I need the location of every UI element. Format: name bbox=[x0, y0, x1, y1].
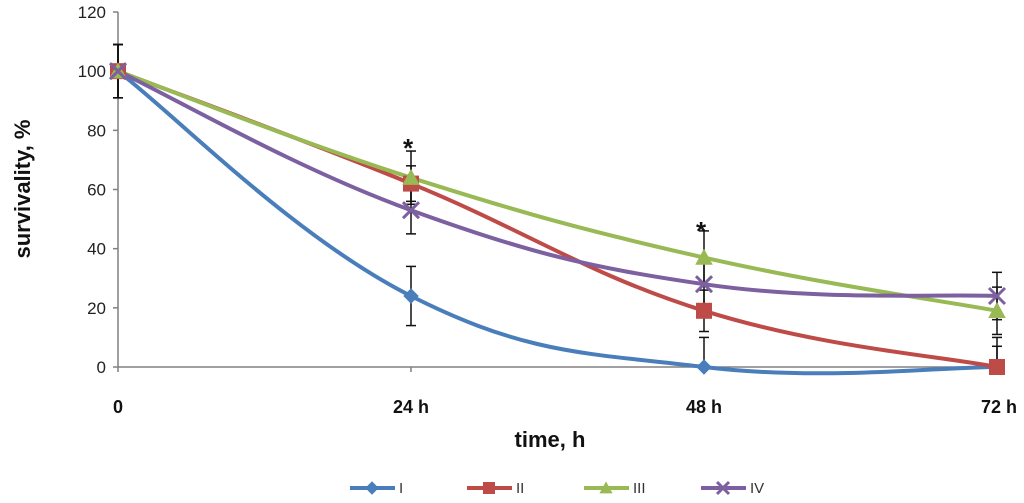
legend-marker bbox=[483, 482, 495, 494]
series-line-i bbox=[116, 69, 998, 376]
y-tick-label: 100 bbox=[78, 62, 106, 81]
y-axis-title: survivality, % bbox=[10, 120, 35, 259]
legend-marker bbox=[715, 480, 731, 496]
y-tick-label: 0 bbox=[97, 358, 106, 377]
legend-label: III bbox=[633, 480, 646, 497]
legend: I II III IV bbox=[350, 480, 764, 497]
data-point-iv-stroke bbox=[401, 201, 421, 220]
y-tick-label: 40 bbox=[87, 240, 106, 259]
data-point-iv bbox=[694, 275, 714, 294]
x-tick-label: 24 h bbox=[393, 397, 429, 417]
annotations: ** bbox=[403, 133, 707, 246]
error-bars bbox=[113, 43, 1002, 368]
data-point-i bbox=[403, 288, 419, 304]
x-axis-title: time, h bbox=[515, 427, 586, 452]
data-point-iv bbox=[401, 201, 421, 220]
data-point-ii bbox=[989, 359, 1005, 375]
legend-marker-stroke bbox=[715, 480, 731, 496]
data-point-iii bbox=[695, 248, 713, 265]
y-tick-label: 60 bbox=[87, 181, 106, 200]
legend-marker bbox=[599, 481, 613, 494]
data-point-iv-stroke bbox=[108, 62, 128, 81]
legend-item-iii: III bbox=[584, 480, 646, 497]
legend-item-i: I bbox=[350, 480, 403, 497]
x-axis: 0 24 h 48 h 72 h bbox=[113, 366, 1017, 417]
data-point-iii bbox=[402, 168, 420, 185]
y-tick-label: 20 bbox=[87, 299, 106, 318]
legend-label: I bbox=[399, 480, 403, 497]
data-point-iii bbox=[988, 301, 1006, 318]
data-point-iv-stroke bbox=[694, 275, 714, 294]
significance-marker: * bbox=[696, 216, 707, 246]
series-markers bbox=[108, 62, 1007, 375]
data-point-iv-stroke bbox=[987, 286, 1007, 306]
legend-label: II bbox=[516, 480, 524, 497]
series-lines bbox=[116, 69, 998, 376]
x-tick-label: 0 bbox=[113, 397, 123, 417]
legend-item-ii: II bbox=[467, 480, 524, 497]
legend-marker bbox=[365, 481, 379, 495]
data-point-i bbox=[696, 359, 712, 375]
significance-marker: * bbox=[403, 133, 414, 163]
series-line-iv bbox=[117, 69, 998, 298]
x-tick-label: 72 h bbox=[981, 397, 1017, 417]
legend-label: IV bbox=[750, 480, 764, 497]
data-point-iv bbox=[108, 62, 128, 81]
y-axis: 0 20 40 60 80 100 120 bbox=[78, 3, 119, 377]
series-line-iii bbox=[117, 69, 998, 313]
x-tick-label: 48 h bbox=[686, 397, 722, 417]
y-tick-label: 80 bbox=[87, 121, 106, 140]
data-point-iv bbox=[987, 286, 1007, 306]
data-point-ii bbox=[696, 302, 712, 319]
series-line-ii bbox=[117, 69, 998, 369]
legend-item-iv: IV bbox=[701, 480, 764, 497]
y-tick-label: 120 bbox=[78, 3, 106, 22]
